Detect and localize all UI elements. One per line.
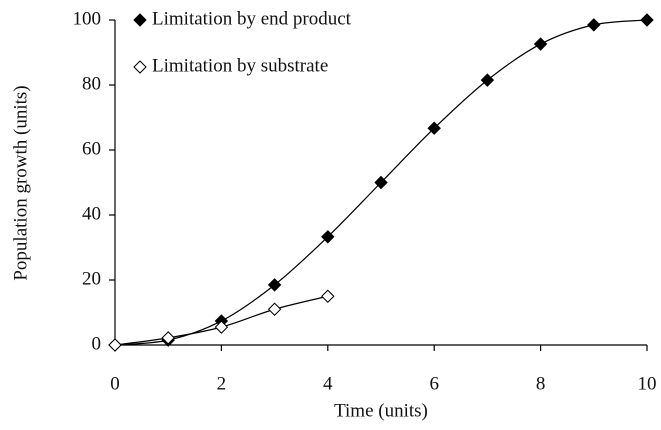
point: [321, 289, 335, 303]
legend-marker: [133, 60, 147, 74]
point: [640, 13, 654, 27]
y-tick-label: 100: [73, 8, 102, 29]
point: [214, 320, 229, 334]
y-tick-label: 20: [82, 268, 101, 289]
point: [427, 121, 441, 135]
point: [374, 175, 388, 190]
y-tick-label: 60: [82, 138, 101, 159]
x-tick-label: 8: [536, 373, 546, 394]
x-tick-label: 10: [638, 373, 657, 394]
legend-marker: [133, 13, 147, 27]
y-tick-label: 0: [92, 333, 102, 354]
point: [267, 278, 282, 292]
x-tick-label: 6: [429, 373, 439, 394]
y-tick-label: 40: [82, 203, 101, 224]
point: [161, 331, 175, 345]
point: [108, 338, 122, 352]
point: [587, 18, 601, 32]
x-tick-label: 4: [323, 373, 333, 394]
x-tick-label: 0: [110, 373, 120, 394]
x-axis-label: Time (units): [334, 400, 428, 421]
y-axis-label: Population growth (units): [10, 85, 31, 280]
point: [267, 302, 282, 316]
point: [321, 230, 335, 244]
legend-label: Limitation by end product: [152, 8, 352, 29]
point: [480, 73, 495, 87]
point: [533, 37, 548, 51]
y-tick-label: 80: [82, 73, 101, 94]
x-tick-label: 2: [217, 373, 227, 394]
legend-label: Limitation by substrate: [152, 55, 328, 76]
